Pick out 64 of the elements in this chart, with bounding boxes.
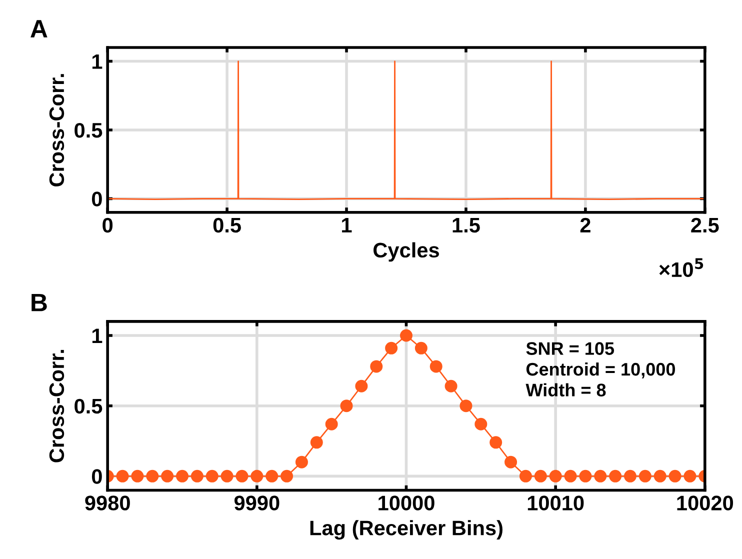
point: [370, 360, 383, 373]
chart-title: A: [30, 20, 48, 38]
point: [430, 360, 442, 373]
point: [654, 470, 666, 482]
point: [116, 470, 129, 482]
point: [295, 456, 308, 468]
point: [564, 470, 577, 482]
point: [266, 470, 278, 482]
y-tick-label: 1: [92, 54, 102, 69]
point: [206, 470, 218, 482]
chart-title: B: [32, 294, 47, 312]
point: [131, 470, 144, 482]
point: [190, 470, 204, 482]
x-tick-label: 10020: [677, 496, 734, 510]
y-axis-title: Cross-Corr.: [49, 350, 64, 462]
point: [534, 470, 547, 482]
y-tick-label: 0.5: [74, 398, 102, 414]
point: [579, 470, 592, 482]
x-tick-label: 2.5: [691, 218, 719, 233]
point: [609, 470, 622, 482]
point: [310, 436, 323, 449]
point: [519, 470, 532, 482]
x-tick-label: 1: [342, 218, 352, 232]
point: [340, 400, 353, 412]
y-tick-label: 1: [92, 328, 102, 344]
x-tick-label: 10000: [378, 496, 434, 510]
point: [638, 470, 652, 482]
point: [549, 470, 562, 482]
x-tick-label: 0.5: [213, 218, 241, 233]
point: [474, 418, 488, 430]
y-tick-label: 0: [92, 469, 102, 484]
point: [236, 470, 248, 482]
point: [684, 470, 696, 482]
point: [460, 400, 472, 412]
point: [594, 470, 607, 482]
point: [176, 470, 189, 482]
point: [161, 470, 174, 482]
y-axis-title: Cross-Corr.: [49, 74, 64, 186]
point: [250, 470, 264, 482]
x-tick-label: 9990: [234, 496, 280, 510]
point: [220, 470, 234, 482]
y-tick-label: 0: [92, 192, 102, 206]
point: [668, 470, 682, 482]
x-tick-label: 0: [102, 218, 113, 233]
point: [624, 470, 636, 482]
x-axis-title: Cycles: [374, 242, 439, 262]
x-tick-label: 10010: [528, 496, 584, 510]
point: [280, 470, 294, 482]
point: [414, 342, 428, 354]
point: [385, 342, 398, 354]
point: [400, 329, 412, 342]
x-axis-title: Lag (Receiver Bins): [310, 520, 502, 540]
annotation: SNR = 105 Centroid = 10,000 Width = 8: [526, 342, 675, 396]
x-tick-label: 2: [580, 218, 590, 232]
x-tick-label: 9980: [85, 496, 130, 510]
text: ×10$^{5}$: [659, 258, 704, 278]
point: [325, 418, 338, 430]
point: [444, 380, 458, 392]
y-tick-label: 0.5: [74, 122, 102, 138]
point: [146, 470, 159, 482]
x-tick-label: 1.5: [452, 218, 480, 233]
point: [355, 380, 368, 392]
point: [490, 436, 502, 449]
point: [504, 456, 518, 468]
